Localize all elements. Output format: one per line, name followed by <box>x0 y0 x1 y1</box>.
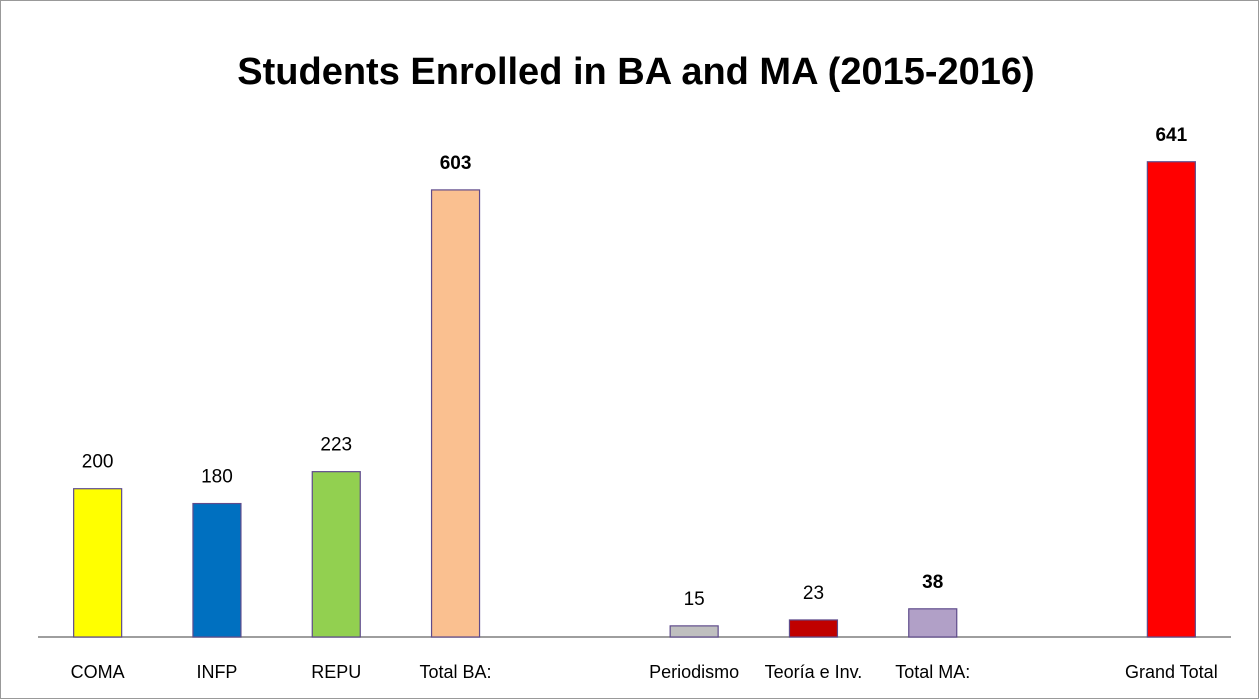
chart-title: Students Enrolled in BA and MA (2015-201… <box>237 51 1034 93</box>
value-label: 23 <box>803 583 824 604</box>
value-label: 200 <box>82 452 114 473</box>
bar <box>430 189 481 638</box>
value-label: 38 <box>922 572 943 593</box>
x-tick-label: Periodismo <box>649 662 739 682</box>
value-label: 15 <box>684 589 705 610</box>
bar <box>908 608 958 638</box>
bar <box>311 471 361 638</box>
x-tick-label: COMA <box>71 662 125 682</box>
value-label: 180 <box>201 467 233 488</box>
bar <box>1146 161 1196 638</box>
bar <box>669 625 719 638</box>
value-label: 641 <box>1155 125 1187 146</box>
x-tick-label: Teoría e Inv. <box>765 662 863 682</box>
x-tick-label: Grand Total <box>1125 662 1218 682</box>
x-tick-label: Total BA: <box>420 662 492 682</box>
bar <box>73 488 123 638</box>
value-label: 603 <box>440 153 472 174</box>
x-tick-label: REPU <box>311 662 361 682</box>
bar <box>192 502 242 638</box>
bar <box>788 619 839 638</box>
x-tick-label: INFP <box>196 662 237 682</box>
x-tick-label: Total MA: <box>895 662 970 682</box>
value-label: 223 <box>320 435 352 456</box>
